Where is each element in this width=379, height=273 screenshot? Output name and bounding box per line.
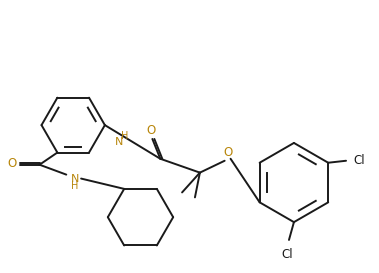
Text: N: N (114, 137, 123, 147)
Text: O: O (223, 146, 232, 159)
Text: H: H (121, 131, 128, 141)
Text: O: O (7, 157, 16, 170)
Text: H: H (71, 182, 78, 191)
Text: O: O (147, 124, 156, 136)
Text: N: N (71, 174, 80, 183)
Text: Cl: Cl (281, 248, 293, 261)
Text: Cl: Cl (353, 154, 365, 167)
